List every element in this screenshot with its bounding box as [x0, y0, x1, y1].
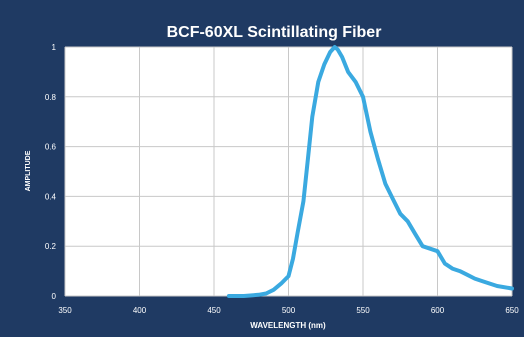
- x-tick-label: 500: [282, 306, 296, 315]
- x-tick-label: 450: [207, 306, 221, 315]
- x-tick-label: 400: [133, 306, 147, 315]
- y-tick-label: 0.6: [45, 143, 57, 152]
- x-tick-label: 600: [431, 306, 445, 315]
- x-tick-label: 550: [356, 306, 370, 315]
- y-tick-label: 0.8: [45, 93, 57, 102]
- x-tick-label: 350: [58, 306, 72, 315]
- x-tick-label: 650: [505, 306, 519, 315]
- series-line: [226, 45, 514, 298]
- y-axis-label: AMPLITUDE: [25, 150, 32, 191]
- chart-title: BCF-60XL Scintillating Fiber: [167, 24, 382, 41]
- y-tick-label: 0.2: [45, 242, 57, 251]
- y-tick-label: 0.4: [45, 192, 57, 201]
- x-axis-label: WAVELENGTH (nm): [250, 321, 326, 330]
- gridlines: [64, 46, 513, 297]
- y-tick-label: 0: [52, 292, 57, 301]
- y-tick-label: 1: [52, 43, 57, 52]
- tick-labels: 350 400 450 500 550 600 650 0 0.2 0.4 0.6 0.8 1: [45, 43, 519, 315]
